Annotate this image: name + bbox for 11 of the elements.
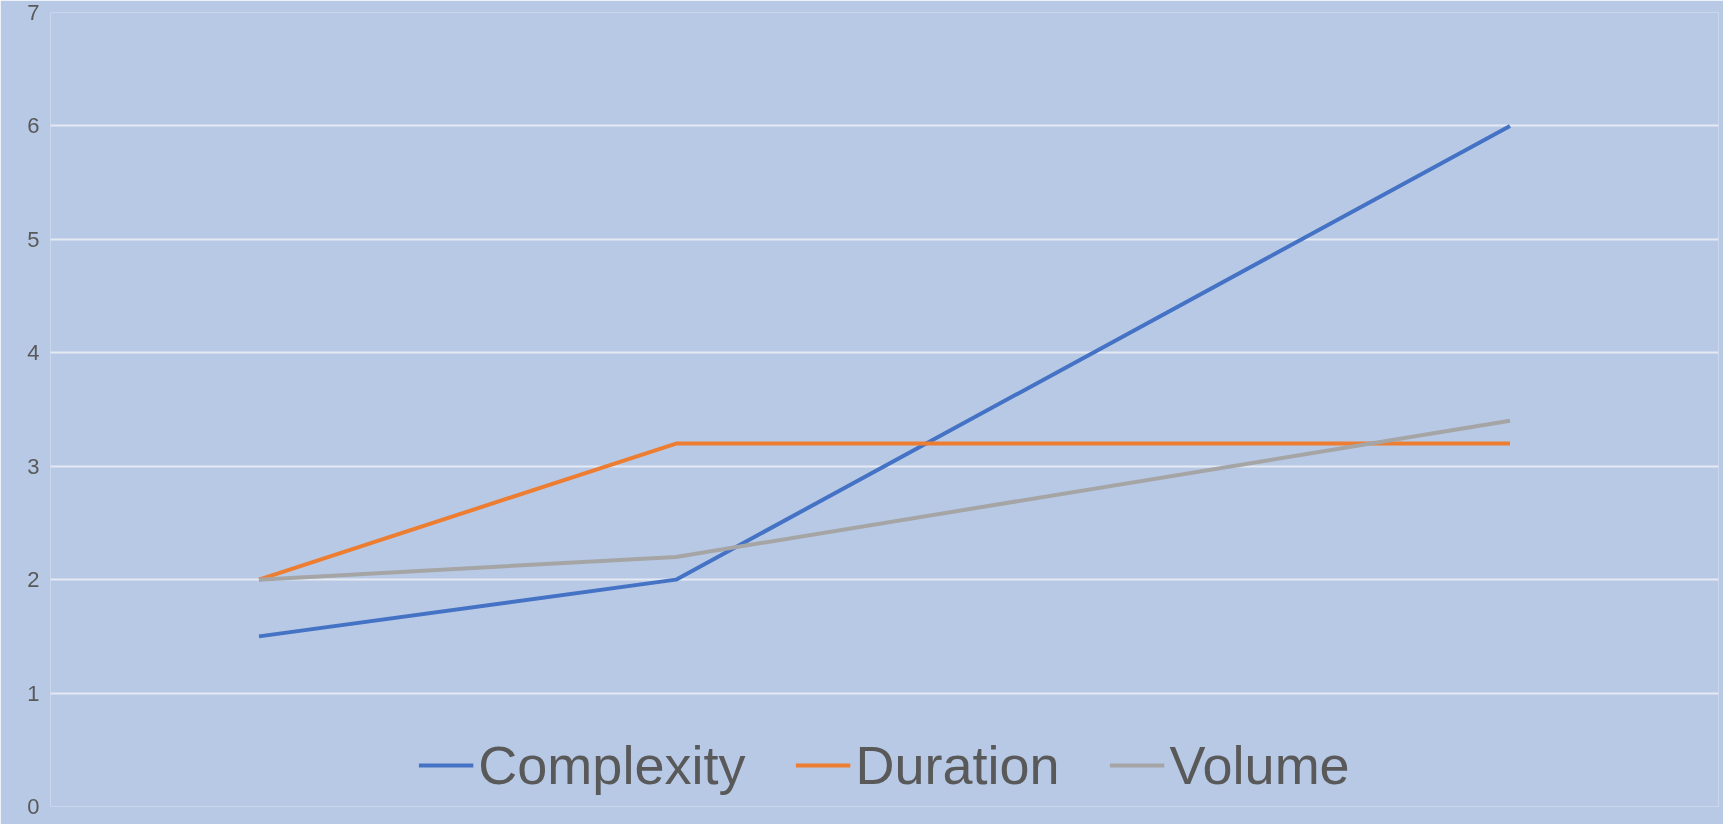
y-tick-label: 6 (27, 113, 40, 139)
y-tick-label: 5 (27, 226, 40, 252)
y-tick-label: 2 (27, 567, 40, 593)
y-tick-label: 0 (27, 794, 40, 819)
legend-label: Complexity (478, 734, 746, 796)
y-tick-label: 7 (27, 0, 40, 25)
y-tick-label: 1 (27, 680, 40, 706)
legend-label: Duration (855, 734, 1060, 796)
y-tick-label: 3 (27, 453, 40, 479)
y-tick-label: 4 (27, 340, 40, 366)
legend-label: Volume (1169, 734, 1350, 796)
